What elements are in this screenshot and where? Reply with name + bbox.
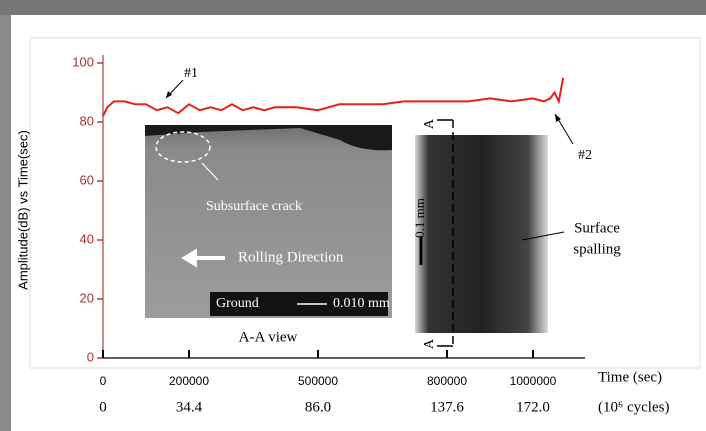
x-tick-label: 500000 <box>298 374 338 388</box>
annotation: Rolling Direction <box>238 249 344 265</box>
annotation: 0.1 mm <box>412 198 427 238</box>
annotation: #1 <box>184 66 198 81</box>
frame-left <box>0 15 11 431</box>
annotation: A-A view <box>239 329 298 345</box>
y-tick-label: 0 <box>87 349 94 364</box>
x-tick-label: 0 <box>100 374 107 388</box>
annotation: Subsurface crack <box>206 199 302 214</box>
x2-tick-label: 86.0 <box>305 399 331 415</box>
annotation: A <box>422 118 437 129</box>
inset-spalling <box>415 135 548 333</box>
x2-tick-label: 0 <box>99 399 107 415</box>
annotation: #2 <box>578 148 592 163</box>
chart: 0 20 40 60 80 100 0 200000 500000 800000 1000000 0 3… <box>0 0 706 431</box>
frame-top <box>0 0 706 15</box>
x2-tick-label: 34.4 <box>176 399 203 415</box>
annotation: Ground <box>216 296 259 311</box>
x-axis-label: Time (sec) <box>598 369 662 385</box>
x2-axis-label: (10⁶ cycles) <box>598 399 669 415</box>
annotation: 0.010 mm <box>333 296 390 311</box>
x2-tick-label: 172.0 <box>516 399 550 415</box>
y-tick-label: 80 <box>80 113 94 128</box>
annotation: Surface <box>574 220 620 236</box>
x-tick-label: 1000000 <box>510 374 557 388</box>
inset-micrograph <box>145 125 392 318</box>
annotation: A <box>422 338 437 349</box>
x-tick-label: 800000 <box>427 374 467 388</box>
annotation: spalling <box>573 241 621 257</box>
y-tick-label: 20 <box>80 290 94 305</box>
y-tick-label: 60 <box>80 172 94 187</box>
y-axis-label: Amplitude(dB) vs Time(sec) <box>15 130 30 290</box>
x-tick-label: 200000 <box>169 374 209 388</box>
x2-tick-label: 137.6 <box>430 399 464 415</box>
y-tick-label: 40 <box>80 231 94 246</box>
y-tick-label: 100 <box>72 54 94 69</box>
